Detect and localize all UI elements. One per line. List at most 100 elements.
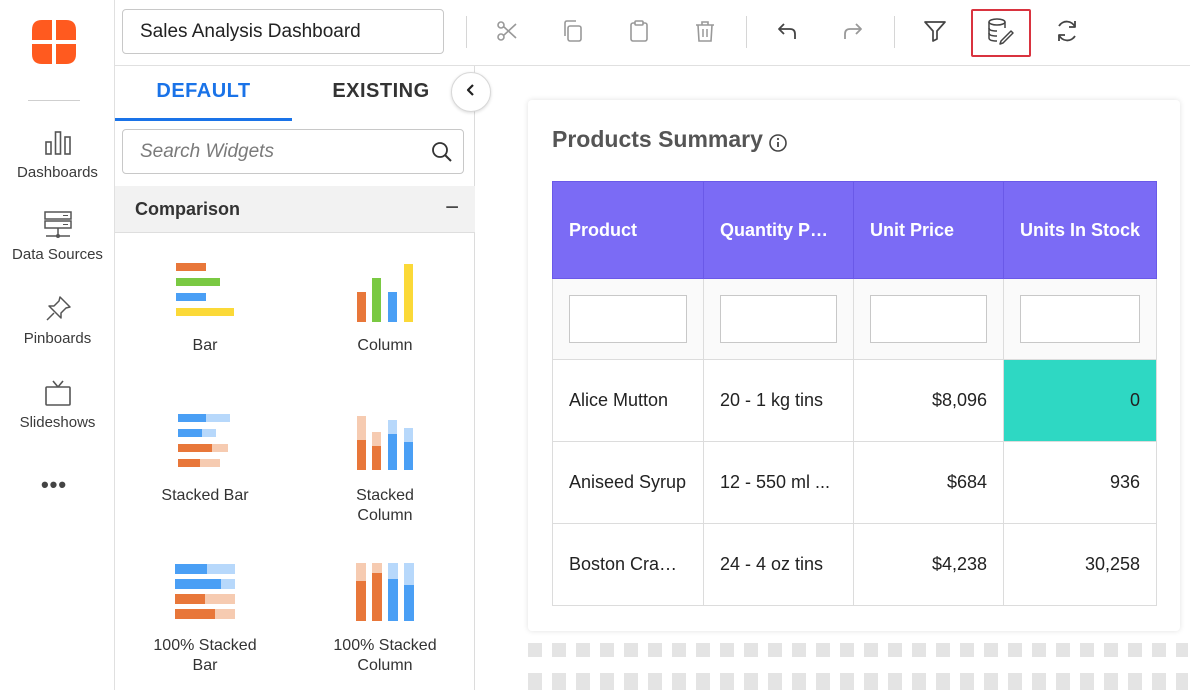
- cell-unit-price: $4,238: [853, 523, 1004, 606]
- widget-100-stacked-bar[interactable]: 100% Stacked Bar: [115, 562, 295, 676]
- widget-panel: DEFAULT EXISTING Comparison − Bar Column: [115, 66, 475, 690]
- copy-button[interactable]: [543, 9, 603, 57]
- nav-divider: [28, 100, 80, 101]
- nav-item-slideshows[interactable]: Slideshows: [0, 378, 115, 431]
- table-row[interactable]: Aniseed Syrup 12 - 550 ml ... $684 936: [552, 441, 1157, 524]
- tab-existing[interactable]: EXISTING: [332, 80, 430, 102]
- widget-label: Column: [357, 337, 413, 354]
- widget-label: 100% Stacked Bar: [153, 637, 257, 674]
- cell-product: Alice Mutton: [552, 359, 704, 442]
- left-navigation: Dashboards Data Sources Pinboards Slides…: [0, 0, 115, 690]
- server-icon: [0, 210, 115, 240]
- column-header-unit-price[interactable]: Unit Price: [853, 181, 1004, 279]
- redo-icon: [841, 19, 865, 48]
- toolbar-divider: [894, 16, 895, 48]
- app-logo[interactable]: [28, 16, 80, 68]
- percent-stacked-bar-widget-icon: [175, 564, 235, 619]
- column-header-product[interactable]: Product: [552, 181, 704, 279]
- refresh-icon: [1054, 18, 1080, 49]
- collapse-category-icon[interactable]: −: [444, 194, 459, 221]
- widget-title: Products Summary: [552, 126, 763, 152]
- tv-icon: [0, 378, 115, 408]
- dashboard-title-input[interactable]: [122, 9, 444, 54]
- products-grid: Product Quantity Per ... Unit Price Unit…: [552, 181, 1157, 606]
- cut-icon: [495, 19, 519, 48]
- column-header-quantity[interactable]: Quantity Per ...: [703, 181, 854, 279]
- widget-label: Stacked Column: [356, 487, 414, 524]
- column-header-units-in-stock[interactable]: Units In Stock: [1003, 181, 1157, 279]
- cell-quantity: 12 - 550 ml ...: [703, 441, 854, 524]
- filter-input-units-in-stock[interactable]: [1020, 295, 1140, 343]
- canvas-grid-gap: [528, 657, 1188, 673]
- widget-stacked-column[interactable]: Stacked Column: [295, 412, 475, 526]
- paste-button[interactable]: [609, 9, 669, 57]
- nav-label: Pinboards: [23, 330, 92, 347]
- refresh-button[interactable]: [1037, 9, 1097, 57]
- redo-button[interactable]: [823, 9, 883, 57]
- percent-stacked-column-widget-icon: [356, 563, 414, 621]
- category-comparison[interactable]: Comparison −: [115, 186, 475, 233]
- bar-chart-icon: [0, 128, 115, 158]
- grid-header-row: Product Quantity Per ... Unit Price Unit…: [552, 181, 1157, 279]
- table-row[interactable]: Boston Crab ... 24 - 4 oz tins $4,238 30…: [552, 523, 1157, 606]
- filter-row: [552, 278, 1157, 360]
- nav-item-dashboards[interactable]: Dashboards: [0, 128, 115, 181]
- filter-cell: [1003, 278, 1157, 360]
- cell-unit-price: $8,096: [853, 359, 1004, 442]
- widget-label: 100% Stacked Column: [333, 637, 437, 674]
- cell-product: Aniseed Syrup: [552, 441, 704, 524]
- data-source-icon: [987, 17, 1015, 50]
- cut-button[interactable]: [477, 9, 537, 57]
- bar-chart-widget-icon: [176, 263, 234, 316]
- cell-units-in-stock: 0: [1003, 359, 1157, 442]
- paste-icon: [627, 19, 651, 48]
- category-label: Comparison: [135, 199, 241, 219]
- filter-cell: [552, 278, 704, 360]
- filter-cell: [703, 278, 854, 360]
- widget-tabs: DEFAULT EXISTING: [115, 66, 475, 121]
- widget-label: Stacked Bar: [161, 487, 249, 504]
- nav-label: Slideshows: [19, 414, 96, 431]
- search-widgets-input[interactable]: [123, 130, 423, 173]
- toolbar-divider: [746, 16, 747, 48]
- delete-button[interactable]: [675, 9, 735, 57]
- cell-quantity: 24 - 4 oz tins: [703, 523, 854, 606]
- table-row[interactable]: Alice Mutton 20 - 1 kg tins $8,096 0: [552, 359, 1157, 442]
- top-toolbar: [115, 0, 1190, 66]
- undo-icon: [775, 19, 799, 48]
- filter-icon: [923, 19, 947, 48]
- more-icon[interactable]: •••: [40, 472, 68, 497]
- edit-data-source-button[interactable]: [971, 9, 1031, 57]
- nav-item-data-sources[interactable]: Data Sources: [0, 210, 115, 263]
- filter-input-unit-price[interactable]: [870, 295, 987, 343]
- delete-icon: [693, 19, 717, 48]
- widget-bar[interactable]: Bar: [115, 262, 295, 356]
- undo-button[interactable]: [757, 9, 817, 57]
- nav-item-pinboards[interactable]: Pinboards: [0, 294, 115, 347]
- products-summary-widget[interactable]: Products Summary Product Quantity Per ..…: [528, 100, 1180, 631]
- info-icon[interactable]: [768, 133, 788, 158]
- filter-input-quantity[interactable]: [720, 295, 837, 343]
- tab-default[interactable]: DEFAULT: [115, 66, 292, 121]
- cell-quantity: 20 - 1 kg tins: [703, 359, 854, 442]
- column-chart-widget-icon: [357, 264, 413, 322]
- filter-input-product[interactable]: [569, 295, 687, 343]
- cell-unit-price: $684: [853, 441, 1004, 524]
- widget-label: Bar: [192, 337, 218, 354]
- collapse-panel-button[interactable]: [451, 72, 491, 112]
- cell-product: Boston Crab ...: [552, 523, 704, 606]
- cell-units-in-stock: 30,258: [1003, 523, 1157, 606]
- widget-100-stacked-column[interactable]: 100% Stacked Column: [295, 562, 475, 676]
- filter-cell: [853, 278, 1004, 360]
- cell-units-in-stock: 936: [1003, 441, 1157, 524]
- copy-icon: [561, 19, 585, 48]
- stacked-column-widget-icon: [357, 416, 413, 470]
- chevron-left-icon: [464, 83, 478, 102]
- filter-button[interactable]: [905, 9, 965, 57]
- widget-column[interactable]: Column: [295, 262, 475, 356]
- search-icon[interactable]: [431, 141, 453, 168]
- toolbar-divider: [466, 16, 467, 48]
- pin-icon: [0, 294, 115, 324]
- widget-stacked-bar[interactable]: Stacked Bar: [115, 412, 295, 506]
- stacked-bar-widget-icon: [178, 414, 230, 467]
